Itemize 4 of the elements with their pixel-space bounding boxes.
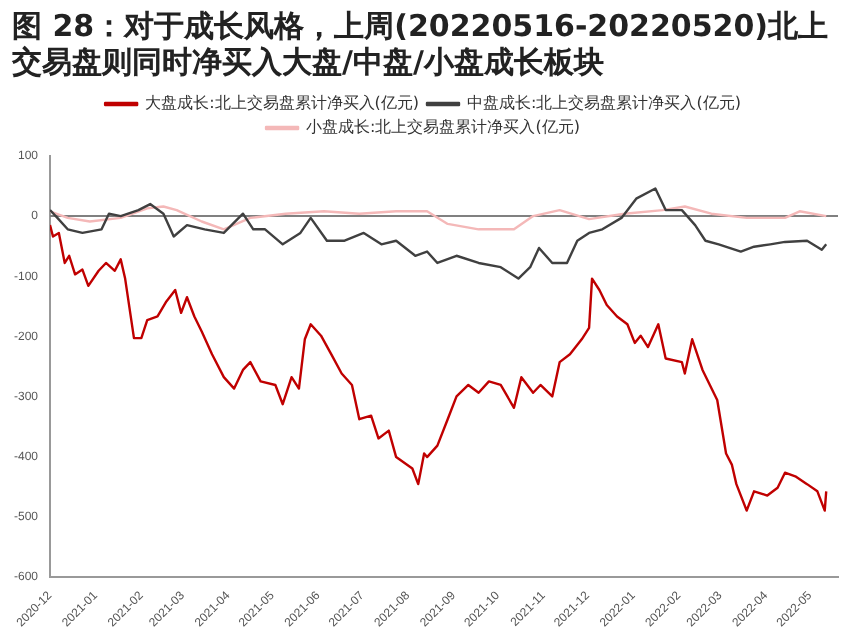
legend-label: 中盘成长:北上交易盘累计净买入(亿元) [467,94,741,113]
legend-label: 大盘成长:北上交易盘累计净买入(亿元) [145,94,419,113]
chart-title: 图 28：对于成长风格，上周(20220516-20220520)北上交易盘则同时净买入大盘/中盘/小盘成长板块 [10,6,831,84]
legend-label: 小盘成长:北上交易盘累计净买入(亿元) [306,118,580,137]
